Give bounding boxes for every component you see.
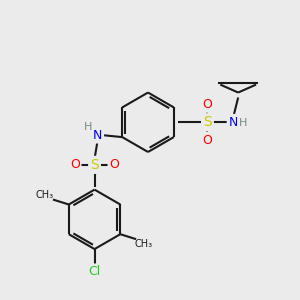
Text: Cl: Cl <box>88 266 101 278</box>
Text: CH₃: CH₃ <box>36 190 54 200</box>
Text: S: S <box>203 115 212 129</box>
Text: O: O <box>70 158 80 171</box>
Text: H: H <box>83 122 92 132</box>
Text: O: O <box>110 158 119 171</box>
Text: CH₃: CH₃ <box>135 239 153 249</box>
Text: N: N <box>93 129 102 142</box>
Text: O: O <box>202 98 212 111</box>
Text: N: N <box>229 116 238 129</box>
Text: S: S <box>90 158 99 172</box>
Text: H: H <box>239 118 247 128</box>
Text: O: O <box>202 134 212 147</box>
